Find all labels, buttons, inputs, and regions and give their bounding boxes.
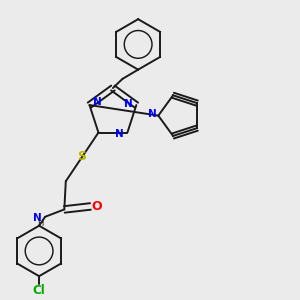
Text: N: N <box>33 213 42 223</box>
Text: N: N <box>92 97 101 107</box>
Text: N: N <box>124 99 132 109</box>
Text: N: N <box>115 129 124 139</box>
Text: S: S <box>78 150 87 164</box>
Text: N: N <box>148 109 157 119</box>
Text: O: O <box>92 200 102 213</box>
Text: Cl: Cl <box>33 284 46 297</box>
Text: H: H <box>37 219 43 228</box>
